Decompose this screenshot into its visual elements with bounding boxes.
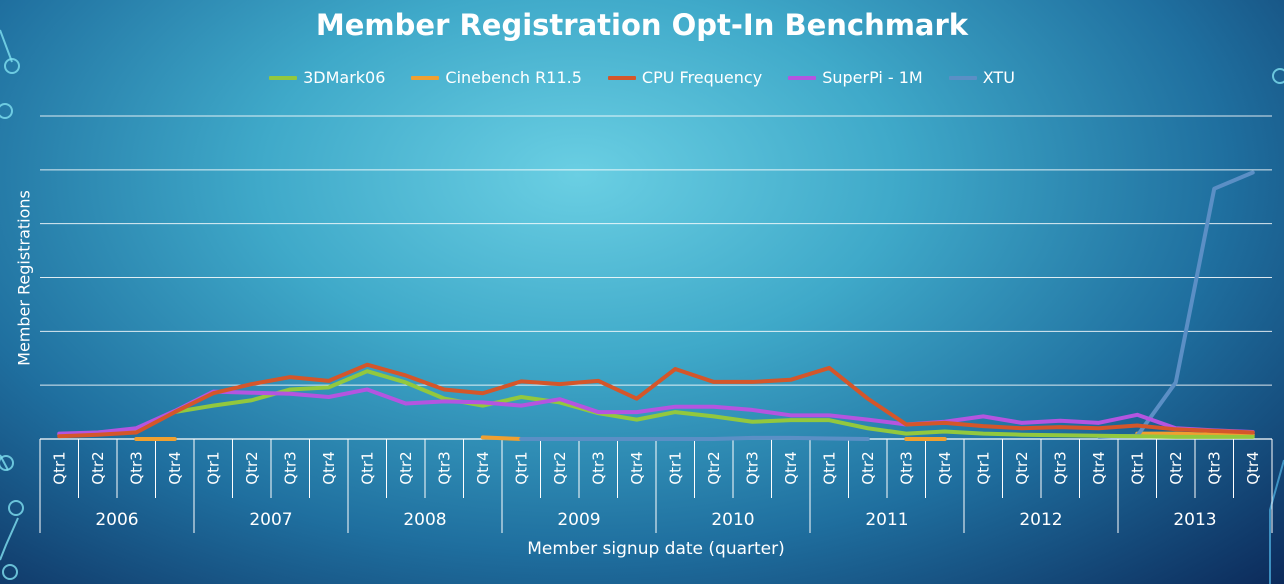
x-tick-label-quarter: Qtr2 — [705, 451, 723, 484]
x-tick-label-quarter: Qtr4 — [166, 451, 184, 484]
x-tick-label-quarter: Qtr1 — [974, 451, 992, 484]
x-tick-label-quarter: Qtr2 — [859, 451, 877, 484]
circuit-decoration — [0, 29, 1284, 584]
x-tick-label-quarter: Qtr3 — [589, 451, 607, 484]
x-tick-label-year: 2006 — [95, 510, 138, 530]
x-tick-label-quarter: Qtr3 — [1051, 451, 1069, 484]
x-tick-label-quarter: Qtr1 — [204, 451, 222, 484]
gridlines — [40, 115, 1272, 386]
x-tick-label-year: 2013 — [1173, 510, 1216, 530]
x-tick-label-quarter: Qtr3 — [127, 451, 145, 484]
x-tick-label-quarter: Qtr2 — [551, 451, 569, 484]
legend-item-3dmark06: 3DMark06 — [269, 68, 385, 87]
legend-item-superpi: SuperPi - 1M — [788, 68, 923, 87]
legend-item-xtu: XTU — [948, 68, 1015, 87]
x-tick-label-quarter: Qtr2 — [1013, 451, 1031, 484]
legend: 3DMark06 Cinebench R11.5 CPU Frequency S… — [0, 68, 1284, 87]
x-tick-label-quarter: Qtr1 — [512, 451, 530, 484]
circuit-node — [8, 500, 24, 516]
circuit-node — [0, 103, 13, 119]
x-tick-label-quarter: Qtr4 — [782, 451, 800, 484]
x-tick-label-quarter: Qtr2 — [397, 451, 415, 484]
x-tick-label-year: 2011 — [865, 510, 908, 530]
x-axis: Qtr1 Qtr2 Qtr3 Qtr4 Qtr1 Qtr2 Qtr3 Qtr4 Qtr1 Qtr2… — [39, 438, 1273, 533]
x-tick-label-quarter: Qtr4 — [1244, 451, 1262, 484]
x-tick-label-quarter: Qtr4 — [1090, 451, 1108, 484]
circuit-node — [4, 58, 20, 74]
legend-item-cpu-frequency: CPU Frequency — [607, 68, 763, 87]
x-tick-label-quarter: Qtr1 — [820, 451, 838, 484]
legend-swatch — [948, 75, 977, 80]
x-tick-label-quarter: Qtr1 — [666, 451, 684, 484]
x-tick-label-quarter: Qtr3 — [281, 451, 299, 484]
x-tick-label-quarter: Qtr2 — [1167, 451, 1185, 484]
x-tick-label-quarter: Qtr1 — [358, 451, 376, 484]
circuit-node — [0, 455, 14, 471]
legend-swatch — [269, 75, 298, 80]
x-tick-label-quarter: Qtr2 — [89, 451, 107, 484]
legend-swatch — [607, 75, 636, 80]
legend-label: 3DMark06 — [303, 68, 386, 87]
x-tick-label-quarter: Qtr1 — [50, 451, 68, 484]
series-line — [57, 362, 1255, 439]
circuit-trace — [0, 29, 13, 63]
x-tick-label-quarter: Qtr1 — [1128, 451, 1146, 484]
series-line — [1096, 170, 1255, 439]
x-tick-label-year: 2012 — [1019, 510, 1062, 530]
series-line — [519, 435, 870, 441]
circuit-trace — [0, 517, 19, 561]
x-tick-label-year: 2007 — [249, 510, 292, 530]
series-line — [57, 369, 1255, 439]
x-tick-label-quarter: Qtr3 — [897, 451, 915, 484]
series-line — [1135, 431, 1255, 437]
legend-label: XTU — [982, 68, 1015, 87]
x-axis-label: Member signup date (quarter) — [527, 539, 785, 559]
x-tick-label-year: 2008 — [403, 510, 446, 530]
x-tick-label-quarter: Qtr3 — [1205, 451, 1223, 484]
x-tick-label-quarter: Qtr3 — [743, 451, 761, 484]
x-tick-label-year: 2010 — [711, 510, 754, 530]
legend-label: CPU Frequency — [641, 68, 763, 87]
x-tick-label-quarter: Qtr4 — [936, 451, 954, 484]
legend-swatch — [788, 75, 817, 80]
legend-label: Cinebench R11.5 — [445, 68, 582, 87]
chart-title: Member Registration Opt-In Benchmark — [315, 8, 969, 42]
legend-swatch — [411, 75, 440, 80]
legend-label: SuperPi - 1M — [822, 68, 923, 87]
circuit-trace — [1269, 459, 1284, 584]
series-lines — [57, 170, 1255, 441]
circuit-node — [2, 564, 18, 580]
circuit-node — [1272, 68, 1284, 84]
x-tick-label-quarter: Qtr4 — [320, 451, 338, 484]
x-tick-label-quarter: Qtr3 — [435, 451, 453, 484]
x-tick-label-year: 2009 — [557, 510, 600, 530]
x-tick-label-quarter: Qtr4 — [628, 451, 646, 484]
x-tick-label-quarter: Qtr2 — [243, 451, 261, 484]
series-line — [57, 387, 1255, 436]
x-tick-label-quarter: Qtr4 — [474, 451, 492, 484]
legend-item-cinebench: Cinebench R11.5 — [411, 68, 582, 87]
